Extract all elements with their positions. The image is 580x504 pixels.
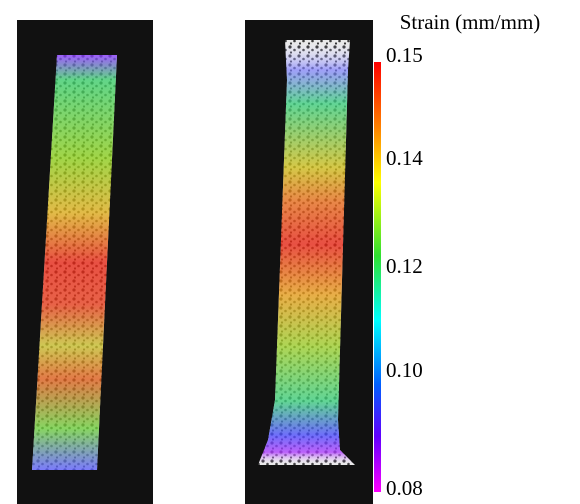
- colorbar-title: Strain (mm/mm): [400, 10, 541, 34]
- colorbar-ticks: 0.15 0.14 0.12 0.10 0.08: [386, 43, 423, 500]
- colorbar-tick-label: 0.15: [386, 43, 423, 67]
- colorbar-tick-label: 0.12: [386, 254, 423, 278]
- colorbar: [374, 62, 381, 492]
- colorbar-tick-label: 0.08: [386, 476, 423, 500]
- left-strain-overlay: [32, 55, 117, 470]
- right-strain-overlay: [258, 40, 355, 465]
- colorbar-tick-label: 0.10: [386, 358, 423, 382]
- colorbar-tick-label: 0.14: [386, 146, 423, 170]
